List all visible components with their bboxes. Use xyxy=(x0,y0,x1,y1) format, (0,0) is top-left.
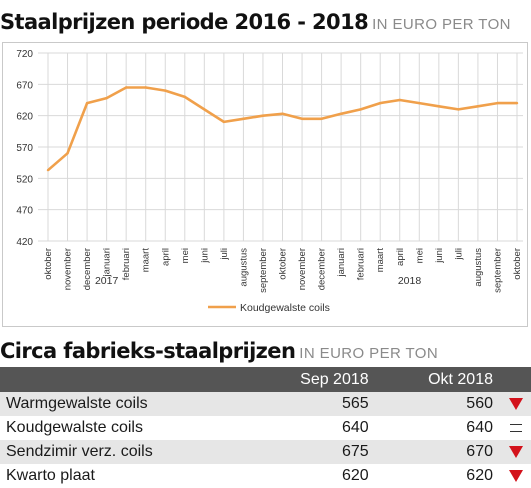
data-point xyxy=(476,105,480,108)
x-tick-label: augustus xyxy=(238,248,249,287)
y-tick-label: 420 xyxy=(16,237,33,248)
x-tick-label: oktober xyxy=(278,248,289,280)
x-tick-label: december xyxy=(317,248,328,290)
trend-indicator xyxy=(501,392,531,416)
x-tick-label: mei xyxy=(180,248,191,263)
table-header-row: Sep 2018 Okt 2018 xyxy=(0,367,531,392)
data-point xyxy=(261,114,265,117)
data-point xyxy=(418,101,421,105)
trend-indicator xyxy=(501,464,531,488)
x-tick-label: oktober xyxy=(43,248,54,280)
table-title-main: Circa fabrieks-staalprijzen xyxy=(0,339,296,363)
x-tick-label: december xyxy=(82,248,93,290)
row-okt-price: 560 xyxy=(376,392,501,416)
x-tick-label: juli xyxy=(453,248,464,261)
data-point xyxy=(46,168,50,172)
row-sep-price: 675 xyxy=(246,440,377,464)
data-point xyxy=(320,117,323,121)
y-tick-label: 670 xyxy=(16,80,33,91)
data-point xyxy=(66,152,69,155)
trend-indicator xyxy=(501,440,531,464)
table-header-trend xyxy=(501,367,531,392)
y-tick-label: 470 xyxy=(16,206,33,217)
row-okt-price: 640 xyxy=(466,419,493,436)
x-tick-label: november xyxy=(297,248,308,290)
trend-indicator xyxy=(501,416,531,440)
year-label: 2017 xyxy=(95,275,119,287)
down-arrow-icon xyxy=(509,445,523,458)
x-tick-label: februari xyxy=(356,248,367,280)
y-tick-label: 720 xyxy=(16,49,33,60)
row-product: Sendzimir verz. coils xyxy=(0,440,247,464)
data-point xyxy=(85,101,89,105)
x-tick-label: april xyxy=(395,248,406,266)
row-product: Warmgewalste coils xyxy=(0,392,247,416)
data-point xyxy=(203,108,206,111)
chart-title-unit: IN EURO PER TON xyxy=(372,16,511,33)
row-okt-price: 620 xyxy=(466,467,493,484)
x-tick-label: juni xyxy=(434,248,445,264)
data-point xyxy=(379,101,382,105)
data-point xyxy=(164,89,167,92)
x-tick-label: februari xyxy=(121,248,132,280)
chart-title-main: Staalprijzen periode 2016 - 2018 xyxy=(0,10,369,34)
table-header-sep: Sep 2018 xyxy=(246,367,377,392)
data-point xyxy=(496,101,499,105)
chart-panel: 420 470 520 570 620 670 720 oktober november dece… xyxy=(2,42,528,327)
x-tick-label: juli xyxy=(219,248,230,261)
table-row: Sendzimir verz. coils 675 670 xyxy=(0,440,531,464)
data-point xyxy=(144,86,147,89)
row-product: Kwarto plaat xyxy=(6,467,95,484)
table-header-name xyxy=(0,367,247,392)
data-point xyxy=(359,108,362,111)
year-label: 2018 xyxy=(398,275,422,287)
data-point xyxy=(183,95,186,99)
row-sep-price: 565 xyxy=(246,392,377,416)
data-point xyxy=(105,96,108,100)
x-tick-label: oktober xyxy=(512,248,523,280)
legend-label: Koudgewalste coils xyxy=(240,302,330,314)
x-tick-label: januari xyxy=(102,248,113,278)
data-point xyxy=(339,112,343,115)
y-tick-label: 620 xyxy=(16,112,33,123)
table-row: Koudgewalste coils 640 640 xyxy=(0,416,531,440)
table-header-okt: Okt 2018 xyxy=(376,367,501,392)
x-tick-label: september xyxy=(258,248,269,293)
row-sep-price: 620 xyxy=(341,467,369,484)
data-point xyxy=(242,117,245,121)
down-arrow-icon xyxy=(509,397,523,410)
data-point xyxy=(457,108,460,111)
x-tick-label: januari xyxy=(336,248,347,278)
table-row: Kwarto plaat 620 620 xyxy=(0,464,531,488)
data-point xyxy=(437,105,441,108)
x-tick-label: november xyxy=(63,248,74,290)
x-tick-label: april xyxy=(160,248,171,266)
equal-sign-icon xyxy=(510,423,522,432)
data-point xyxy=(398,98,401,102)
data-point xyxy=(124,86,128,89)
table-row: Warmgewalste coils 565 560 xyxy=(0,392,531,416)
data-point xyxy=(222,120,226,124)
x-tick-label: mei xyxy=(414,248,425,263)
price-table: Sep 2018 Okt 2018 Warmgewalste coils 565… xyxy=(0,367,531,488)
line-chart: 420 470 520 570 620 670 720 oktober november dece… xyxy=(16,49,523,314)
row-okt-price: 670 xyxy=(376,440,501,464)
data-point xyxy=(300,117,304,121)
down-arrow-icon xyxy=(509,469,523,482)
x-tick-label: juni xyxy=(199,248,210,264)
x-tick-label: maart xyxy=(141,248,152,273)
x-tick-label: september xyxy=(492,248,503,293)
row-product: Koudgewalste coils xyxy=(6,419,143,436)
table-title-unit: IN EURO PER TON xyxy=(299,345,439,362)
y-tick-label: 570 xyxy=(16,143,33,154)
row-sep-price: 640 xyxy=(341,419,369,436)
x-tick-label: maart xyxy=(375,248,386,273)
data-point xyxy=(281,112,284,115)
table-title: Circa fabrieks-staalprijzen IN EURO PER T… xyxy=(0,339,438,363)
data-point xyxy=(515,101,519,105)
y-tick-label: 520 xyxy=(16,174,33,185)
chart-title: Staalprijzen periode 2016 - 2018 IN EURO … xyxy=(0,10,511,34)
x-tick-label: augustus xyxy=(473,248,484,287)
